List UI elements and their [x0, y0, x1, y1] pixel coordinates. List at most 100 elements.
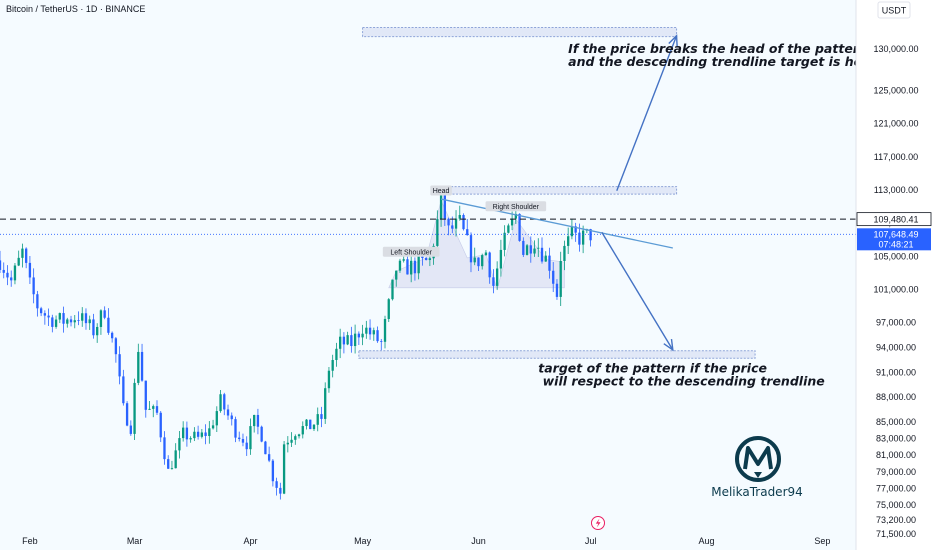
candle-body	[294, 436, 297, 440]
candle-body	[481, 255, 484, 267]
candle-body	[286, 442, 289, 445]
right-shoulder-label: Right Shoulder	[493, 204, 540, 211]
candle-body	[51, 317, 54, 327]
price-tick-label: 101,000.00	[873, 284, 918, 294]
breakout-arrow	[616, 35, 678, 192]
candle-body	[353, 333, 357, 347]
candle-body	[279, 487, 282, 494]
candle-body	[88, 319, 91, 324]
candle-body	[47, 315, 50, 318]
candle-body	[342, 336, 346, 345]
candle-body	[114, 338, 118, 355]
candle-body	[503, 232, 506, 250]
currency-label: USDT	[882, 6, 907, 16]
candle-body	[245, 442, 248, 450]
candle-body	[458, 215, 461, 219]
target-arrow	[601, 231, 674, 351]
candle-body	[271, 460, 275, 482]
price-tick-label: 91,000.00	[876, 367, 916, 377]
lightning-icon[interactable]	[591, 516, 605, 530]
candle-body	[335, 348, 338, 360]
candle-body	[361, 333, 364, 338]
candle-body	[365, 327, 368, 334]
descending-trendline	[440, 198, 673, 249]
price-tick-label: 113,000.00	[874, 185, 918, 195]
candle-body	[350, 335, 353, 347]
logo-text: MelikaTrader94	[711, 485, 803, 499]
time-tick-label: Jun	[471, 536, 486, 546]
candle-body	[282, 444, 286, 494]
candle-body	[204, 432, 207, 437]
candle-body	[537, 247, 540, 249]
candle-body	[39, 308, 43, 314]
candle-body	[312, 424, 316, 430]
candle-body	[110, 332, 114, 339]
price-tick-label: 79,000.00	[876, 467, 916, 477]
candle-body	[578, 232, 581, 245]
price-tick-label: 73,200.00	[876, 515, 916, 525]
left-shoulder-label-box	[382, 246, 440, 257]
time-tick-label: Feb	[22, 536, 38, 546]
time-tick-label: May	[354, 536, 372, 546]
candle-body	[324, 388, 327, 419]
candle-body	[107, 317, 110, 333]
zone-lower-target	[358, 350, 756, 359]
breakout-note-line: If the price breaks the head of the patt…	[568, 41, 868, 56]
candle-body	[260, 426, 263, 442]
price-tick-label: 117,000.00	[874, 152, 918, 162]
candle-body	[477, 257, 480, 267]
time-tick-label: Apr	[243, 536, 257, 546]
price-tick-label: 77,000.00	[876, 483, 916, 493]
candle-body	[383, 318, 387, 342]
candle-body	[436, 219, 439, 246]
candle-body	[170, 468, 174, 469]
candle-body	[84, 313, 88, 324]
time-tick-label: Aug	[698, 536, 714, 546]
candle-body	[402, 259, 405, 261]
candle-body	[552, 270, 555, 284]
candle-body	[410, 260, 413, 275]
candle-body	[234, 419, 237, 438]
zone-head-breakout	[433, 186, 678, 195]
candle-body	[305, 419, 308, 427]
price-tick-label: 85,000.00	[876, 417, 916, 427]
level-price-tag	[856, 212, 932, 227]
candle-body	[264, 441, 267, 455]
price-tick-label: 105,000.00	[873, 251, 918, 261]
brand-logo: MelikaTrader94	[711, 436, 803, 499]
price-tick-label: 81,000.00	[876, 450, 916, 460]
candle-body	[589, 229, 592, 241]
candle-body	[398, 260, 402, 271]
candle-body	[559, 260, 562, 297]
candle-body	[125, 403, 129, 426]
candle-body	[92, 319, 95, 336]
candle-body	[152, 406, 155, 409]
target-arrow-head	[663, 338, 674, 352]
candle-body	[10, 277, 13, 281]
candle-body	[338, 336, 342, 349]
candle-body	[454, 218, 458, 229]
breakout-note-line: and the descending trendline target is h…	[568, 54, 877, 69]
time-axis: Feb Mar Apr May Jun Jul Aug Sep	[22, 536, 830, 546]
candle-body	[73, 320, 76, 323]
candle-body	[66, 319, 69, 324]
price-tick-label: 88,000.00	[876, 392, 916, 402]
candle-body	[492, 277, 495, 286]
candle-body	[469, 235, 473, 263]
candle-body	[581, 230, 585, 245]
time-tick-label: Sep	[814, 536, 830, 546]
logo-ring-icon	[735, 436, 781, 482]
candle-body	[208, 428, 211, 437]
candle-body	[518, 213, 521, 241]
candle-body	[21, 248, 24, 258]
candle-body	[320, 414, 323, 419]
candle-body	[376, 330, 379, 342]
candle-body	[193, 431, 196, 439]
candle-body	[533, 248, 536, 254]
currency-box[interactable]	[877, 1, 911, 19]
candle-body	[499, 249, 503, 269]
candle-body	[406, 259, 409, 275]
candle-body	[13, 265, 17, 281]
candle-body	[256, 414, 260, 427]
